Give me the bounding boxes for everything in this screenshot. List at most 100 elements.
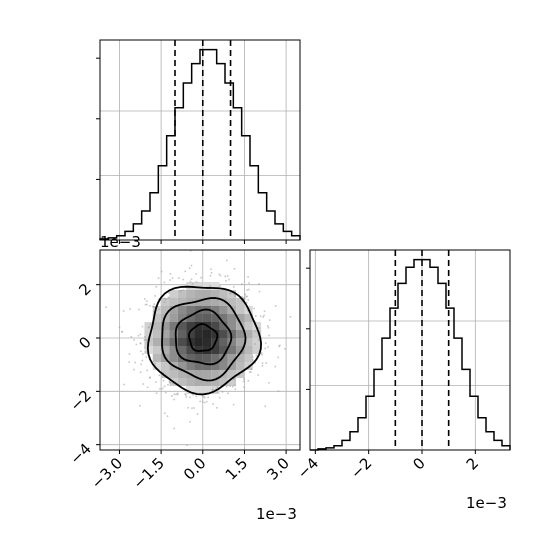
scatter-point [149, 304, 151, 307]
density-cell [152, 306, 162, 314]
scatter-point [264, 347, 267, 350]
scatter-point [261, 362, 264, 365]
scatter-point [145, 356, 148, 358]
density-cell [202, 290, 212, 298]
scatter-point [245, 301, 248, 304]
scatter-point [189, 420, 191, 423]
scatter-point [225, 280, 227, 282]
density-cell [211, 378, 220, 386]
scatter-point [246, 309, 249, 312]
density-cell [227, 298, 237, 306]
scatter-point [264, 405, 267, 408]
scatter-point [219, 285, 221, 287]
scatter-point [185, 396, 188, 398]
scatter-point [227, 392, 229, 395]
contour-lines [146, 285, 262, 396]
density-cell [177, 314, 187, 322]
scatter-point [268, 334, 270, 337]
scatter-point [277, 390, 280, 392]
density-cell [152, 362, 162, 370]
density-cell [194, 362, 203, 370]
scatter-point [163, 301, 166, 304]
scatter-point [231, 385, 234, 388]
scatter-point [204, 396, 206, 399]
density-cell [211, 282, 220, 290]
scatter-point [163, 281, 166, 284]
density-cell [202, 338, 212, 346]
scatter-point [225, 385, 228, 388]
scatter-point [168, 296, 171, 299]
histogram-step [310, 258, 511, 451]
scatter-point [202, 395, 205, 398]
scatter-point [284, 348, 287, 350]
density-cell [236, 354, 245, 362]
scatter-point [246, 289, 249, 291]
scatter-point [261, 365, 264, 367]
density-cell [177, 370, 187, 378]
density-cell [169, 298, 178, 306]
density-cell [177, 298, 187, 306]
scatter-point [192, 393, 194, 396]
scatter-point [122, 310, 125, 312]
scatter-point [141, 325, 144, 328]
density-cell [211, 362, 220, 370]
density-cell [161, 338, 170, 346]
density-cell [202, 298, 212, 306]
scatter-point [233, 378, 236, 380]
scatter-point [279, 344, 281, 347]
scatter-point [155, 392, 158, 394]
density-cell [194, 306, 203, 314]
density-cell [152, 338, 162, 346]
density-cell [194, 386, 203, 394]
density-cell [194, 290, 203, 298]
density-cell [186, 354, 195, 362]
histogram-step [99, 48, 301, 240]
scatter-point [139, 342, 142, 344]
density-cell [227, 338, 237, 346]
scatter-point [190, 278, 193, 280]
scatter-point [173, 427, 175, 430]
axes-frame [99, 39, 301, 241]
scatter-point [233, 384, 236, 387]
x-offset-text: 1e−3 [256, 505, 297, 523]
scatter-point [238, 374, 240, 376]
density-cell [194, 314, 203, 322]
density-cell [211, 330, 220, 338]
density-cell [211, 346, 220, 354]
scatter-point [169, 272, 172, 275]
scatter-point [257, 327, 259, 329]
scatter-point [201, 400, 204, 403]
scatter-point [173, 398, 175, 401]
density-cell [186, 306, 195, 314]
scatter-point [130, 336, 133, 338]
scatter-point [233, 293, 236, 296]
scatter-point [216, 407, 218, 409]
scatter-point [189, 396, 191, 399]
scatter-point [149, 323, 152, 326]
density-cell [227, 290, 237, 298]
density-cell [144, 322, 153, 330]
density-cell [219, 306, 228, 314]
density-cell [169, 330, 178, 338]
scatter-point [200, 276, 202, 279]
density-cell [227, 378, 237, 386]
scatter-point [207, 396, 209, 399]
density-cell [227, 362, 237, 370]
scatter-point [193, 407, 195, 409]
density-cell [186, 330, 195, 338]
scatter-point [121, 331, 123, 333]
density-cell [202, 386, 212, 394]
density-cell [227, 330, 237, 338]
scatter-point [159, 388, 161, 390]
contour-line [174, 308, 233, 366]
scatter-point [184, 393, 186, 395]
scatter-point [243, 297, 246, 300]
scatter-point [243, 378, 245, 380]
density-cell [211, 354, 220, 362]
density-cell [186, 386, 195, 394]
density-cell [219, 322, 228, 330]
scatter-point [123, 383, 125, 386]
scatter-point [171, 395, 173, 397]
density-cell [219, 362, 228, 370]
density-cell [236, 314, 245, 322]
